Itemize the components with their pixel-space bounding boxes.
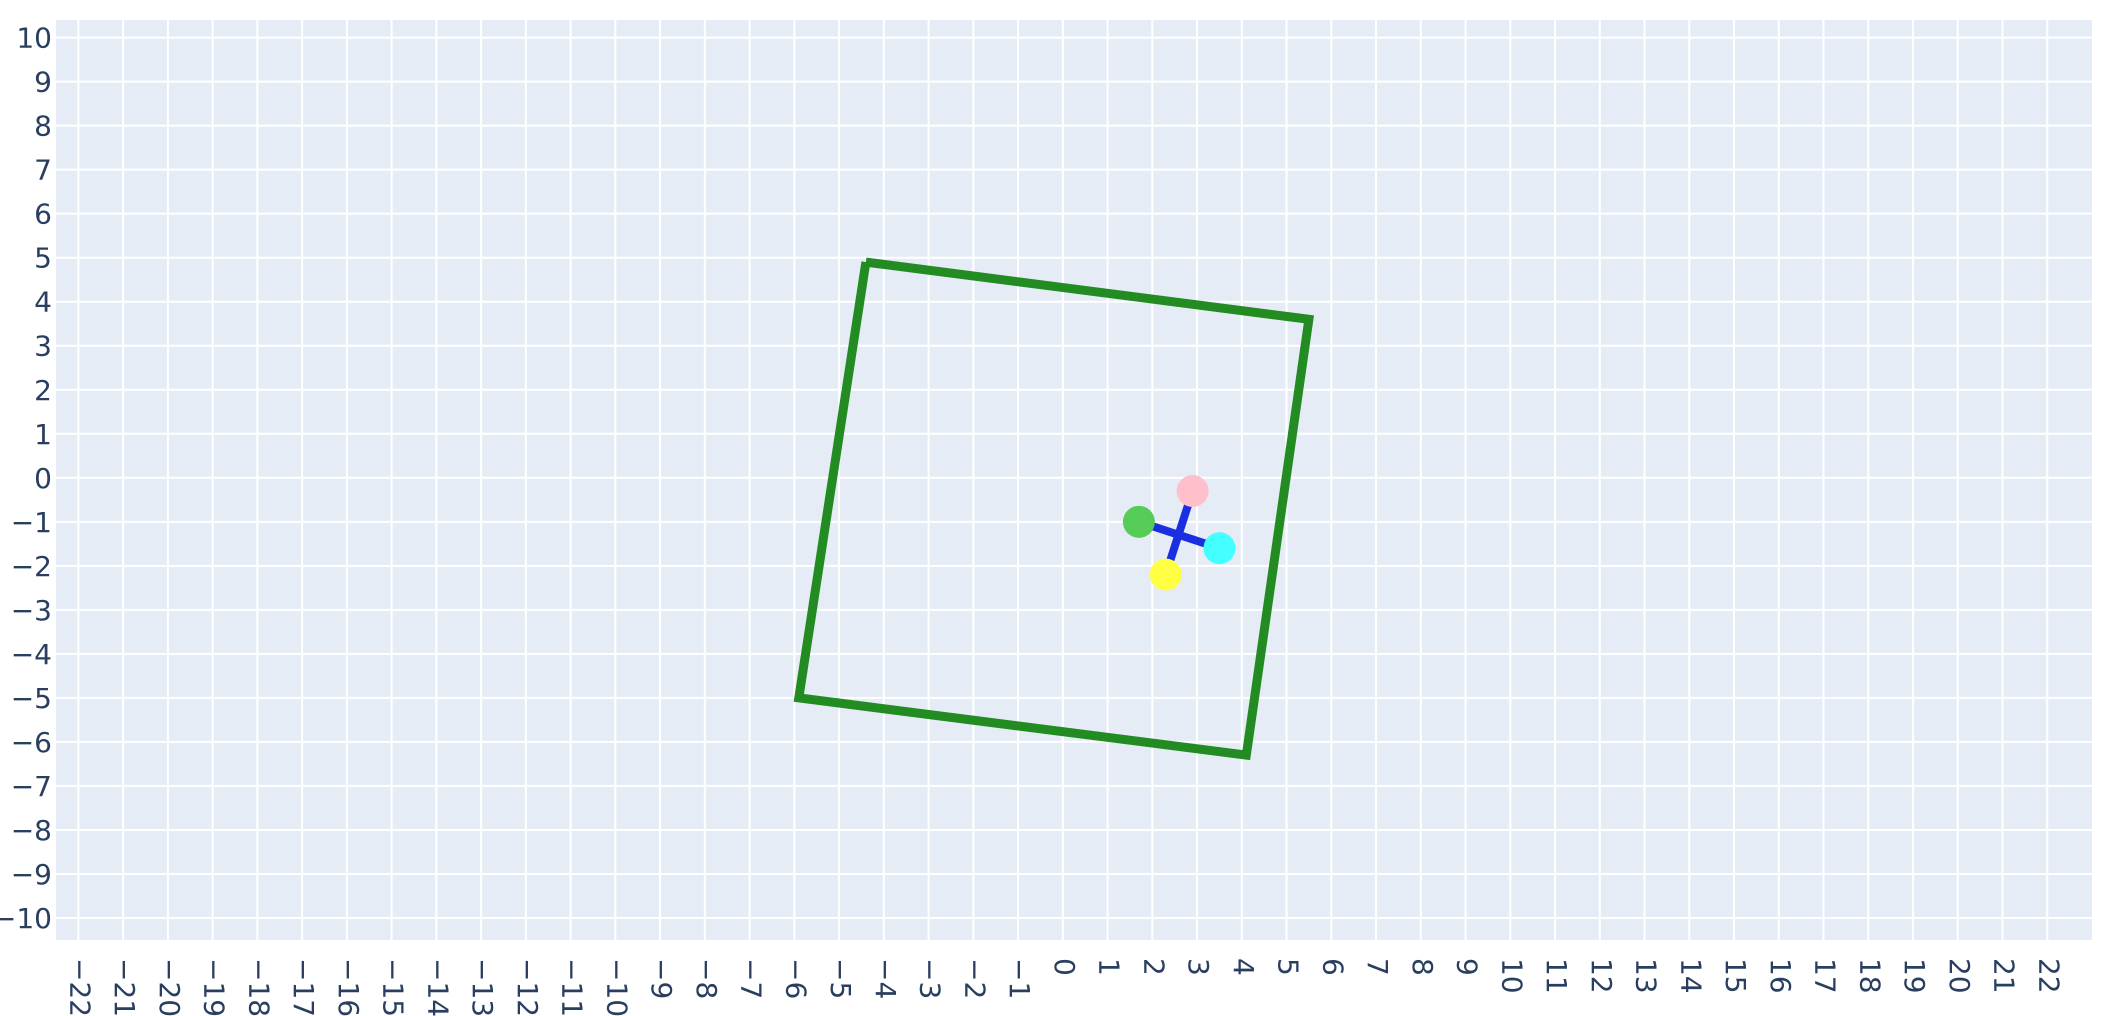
square-outline-line (793, 257, 1315, 761)
x-tick-label: 5 (1272, 958, 1305, 976)
x-tick-label: 9 (1451, 958, 1484, 976)
y-tick-label: 7 (34, 154, 52, 187)
x-tick-label: 12 (1585, 958, 1618, 994)
x-tick-label: −3 (914, 958, 947, 999)
x-tick-label: −17 (287, 958, 320, 1016)
x-tick-label: 6 (1316, 958, 1349, 976)
x-tick-label: 2 (1137, 958, 1170, 976)
marker-point (1149, 558, 1182, 591)
x-tick-label: −2 (958, 958, 991, 999)
x-tick-label: 21 (1988, 958, 2021, 994)
x-tick-label: −19 (198, 958, 231, 1016)
y-tick-label: −8 (11, 814, 52, 847)
x-tick-label: −20 (153, 958, 186, 1016)
y-tick-label: −10 (0, 902, 52, 935)
y-tick-label: 0 (34, 462, 52, 495)
x-tick-label: 0 (1048, 958, 1081, 976)
marker-point (1203, 532, 1236, 565)
x-tick-label: 22 (2032, 958, 2065, 994)
y-tick-label: 9 (34, 66, 52, 99)
x-tick-label: 13 (1630, 958, 1663, 994)
x-tick-label: −15 (377, 958, 410, 1016)
x-tick-label: −9 (645, 958, 678, 999)
x-tick-label: −6 (779, 958, 812, 999)
x-tick-label: −12 (511, 958, 544, 1016)
x-tick-label: 14 (1674, 958, 1707, 994)
x-tick-label: 11 (1540, 958, 1573, 994)
x-axis-tick-labels: −22 −21 −20 −19 −18 −17 −16 −15 −14 −13 −12 −11 −10−… (63, 958, 2065, 1016)
x-tick-label: −18 (242, 958, 275, 1016)
y-tick-label: −6 (11, 726, 52, 759)
x-tick-label: −4 (869, 958, 902, 999)
x-tick-label: 17 (1809, 958, 1842, 994)
marker-point (1122, 505, 1155, 538)
x-tick-label: −10 (600, 958, 633, 1016)
x-tick-label: 18 (1853, 958, 1886, 994)
x-tick-label: 3 (1182, 958, 1215, 976)
marker-point (1176, 475, 1209, 508)
y-tick-label: 5 (34, 242, 52, 275)
x-tick-label: 7 (1361, 958, 1394, 976)
y-tick-label: −5 (11, 682, 52, 715)
y-tick-label: −7 (11, 770, 52, 803)
x-tick-label: 19 (1898, 958, 1931, 994)
plot-area (56, 20, 2092, 940)
x-tick-label: −14 (421, 958, 454, 1016)
x-tick-label: 15 (1719, 958, 1752, 994)
x-tick-label: −7 (735, 958, 768, 999)
y-tick-label: 2 (34, 374, 52, 407)
y-tick-label: −4 (11, 638, 52, 671)
x-tick-label: −21 (108, 958, 141, 1016)
y-tick-label: 1 (34, 418, 52, 451)
x-tick-label: 1 (1093, 958, 1126, 976)
x-tick-label: −16 (332, 958, 365, 1016)
y-tick-label: −3 (11, 594, 52, 627)
x-tick-label: −11 (556, 958, 589, 1016)
x-tick-label: −22 (63, 958, 96, 1016)
series-layer (793, 257, 1315, 761)
x-tick-label: 4 (1227, 958, 1260, 976)
y-tick-label: 8 (34, 110, 52, 143)
y-tick-label: −2 (11, 550, 52, 583)
y-tick-label: 6 (34, 198, 52, 231)
y-gridlines (56, 36, 2092, 919)
x-tick-label: 10 (1495, 958, 1528, 994)
x-tick-label: 16 (1764, 958, 1797, 994)
x-tick-label: 20 (1943, 958, 1976, 994)
x-tick-label: −5 (824, 958, 857, 999)
x-tick-label: −8 (690, 958, 723, 999)
y-tick-label: 3 (34, 330, 52, 363)
y-tick-label: −1 (11, 506, 52, 539)
y-tick-label: −9 (11, 858, 52, 891)
y-tick-label: 10 (16, 22, 52, 55)
x-tick-label: −1 (1003, 958, 1036, 999)
x-tick-label: −13 (466, 958, 499, 1016)
y-tick-label: 4 (34, 286, 52, 319)
x-tick-label: 8 (1406, 958, 1439, 976)
